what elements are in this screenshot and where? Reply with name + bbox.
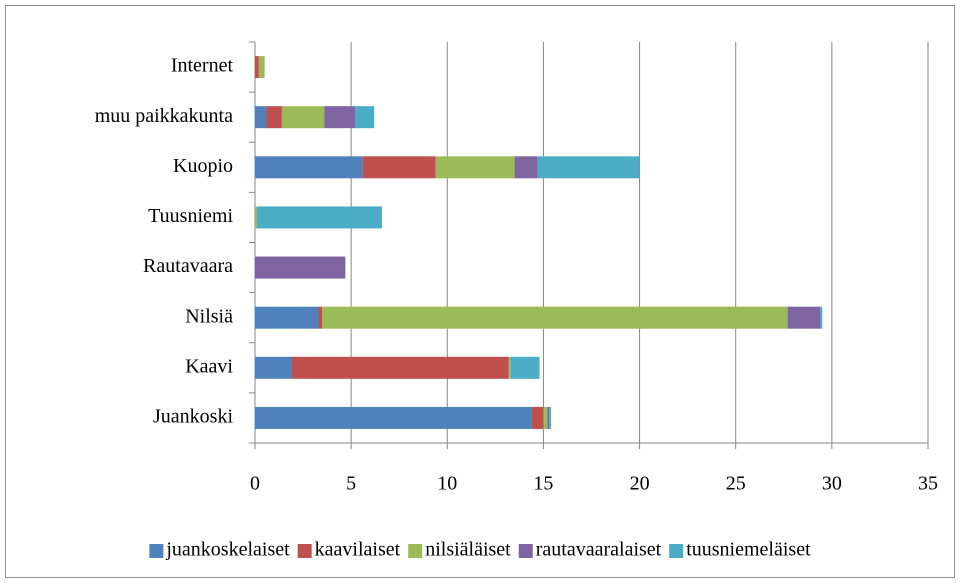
legend-label: nilsiäläiset xyxy=(425,539,511,561)
legend-label: tuusniemeläiset xyxy=(686,539,811,561)
legend-swatch xyxy=(297,544,312,558)
bar-segment xyxy=(362,156,436,179)
legend-label: rautavaaralaiset xyxy=(536,539,662,561)
chart-border xyxy=(5,5,955,578)
bar-segment xyxy=(531,406,544,429)
bar-segment xyxy=(255,406,532,429)
bar-segment xyxy=(435,156,515,179)
y-tick-label: muu paikkakunta xyxy=(95,105,233,127)
bar-segment xyxy=(543,406,548,429)
bar-segment xyxy=(514,156,538,179)
bar-segment xyxy=(256,206,382,229)
bar-segment xyxy=(255,56,259,79)
y-tick-label: Kuopio xyxy=(173,155,233,177)
bar-segment xyxy=(255,256,346,279)
legend-swatch xyxy=(518,544,533,558)
bar-segment xyxy=(322,306,788,329)
bar-segment xyxy=(787,306,821,329)
bar-segment xyxy=(354,106,375,129)
y-tick-label: Juankoski xyxy=(153,406,233,428)
bar-segment xyxy=(255,306,319,329)
y-tick-label: Tuusniemi xyxy=(148,205,233,227)
bar-segment xyxy=(281,106,325,129)
x-tick-label: 10 xyxy=(437,473,457,495)
legend-swatch xyxy=(149,544,164,558)
bar-segment xyxy=(255,156,363,179)
bar-segment xyxy=(255,206,257,229)
bar-segment xyxy=(266,106,282,129)
y-tick-label: Internet xyxy=(171,55,234,77)
legend-swatch xyxy=(669,544,684,558)
y-tick-label: Kaavi xyxy=(185,355,233,377)
x-tick-label: 25 xyxy=(726,473,746,495)
bar-segment xyxy=(258,56,265,79)
legend-swatch xyxy=(408,544,423,558)
bar-segment xyxy=(255,356,292,379)
bar-segment xyxy=(547,406,550,429)
x-tick-label: 5 xyxy=(346,473,356,495)
bar-segment xyxy=(820,306,823,329)
bar-segment xyxy=(318,306,323,329)
bar-segment xyxy=(291,356,509,379)
bar-segment xyxy=(510,356,540,379)
x-tick-label: 0 xyxy=(250,473,260,495)
bar-segment xyxy=(549,406,552,429)
bar-segment xyxy=(255,106,267,129)
bar-segment xyxy=(537,156,640,179)
x-tick-label: 35 xyxy=(918,473,938,495)
bar-segment xyxy=(324,106,355,129)
y-tick-label: Nilsiä xyxy=(185,305,233,327)
legend-label: juankoskelaiset xyxy=(165,539,290,561)
x-tick-label: 15 xyxy=(533,473,553,495)
x-tick-label: 20 xyxy=(630,473,650,495)
bar-segment xyxy=(508,356,511,379)
y-tick-label: Rautavaara xyxy=(143,255,233,277)
legend-label: kaavilaiset xyxy=(315,539,401,561)
x-tick-label: 30 xyxy=(822,473,842,495)
